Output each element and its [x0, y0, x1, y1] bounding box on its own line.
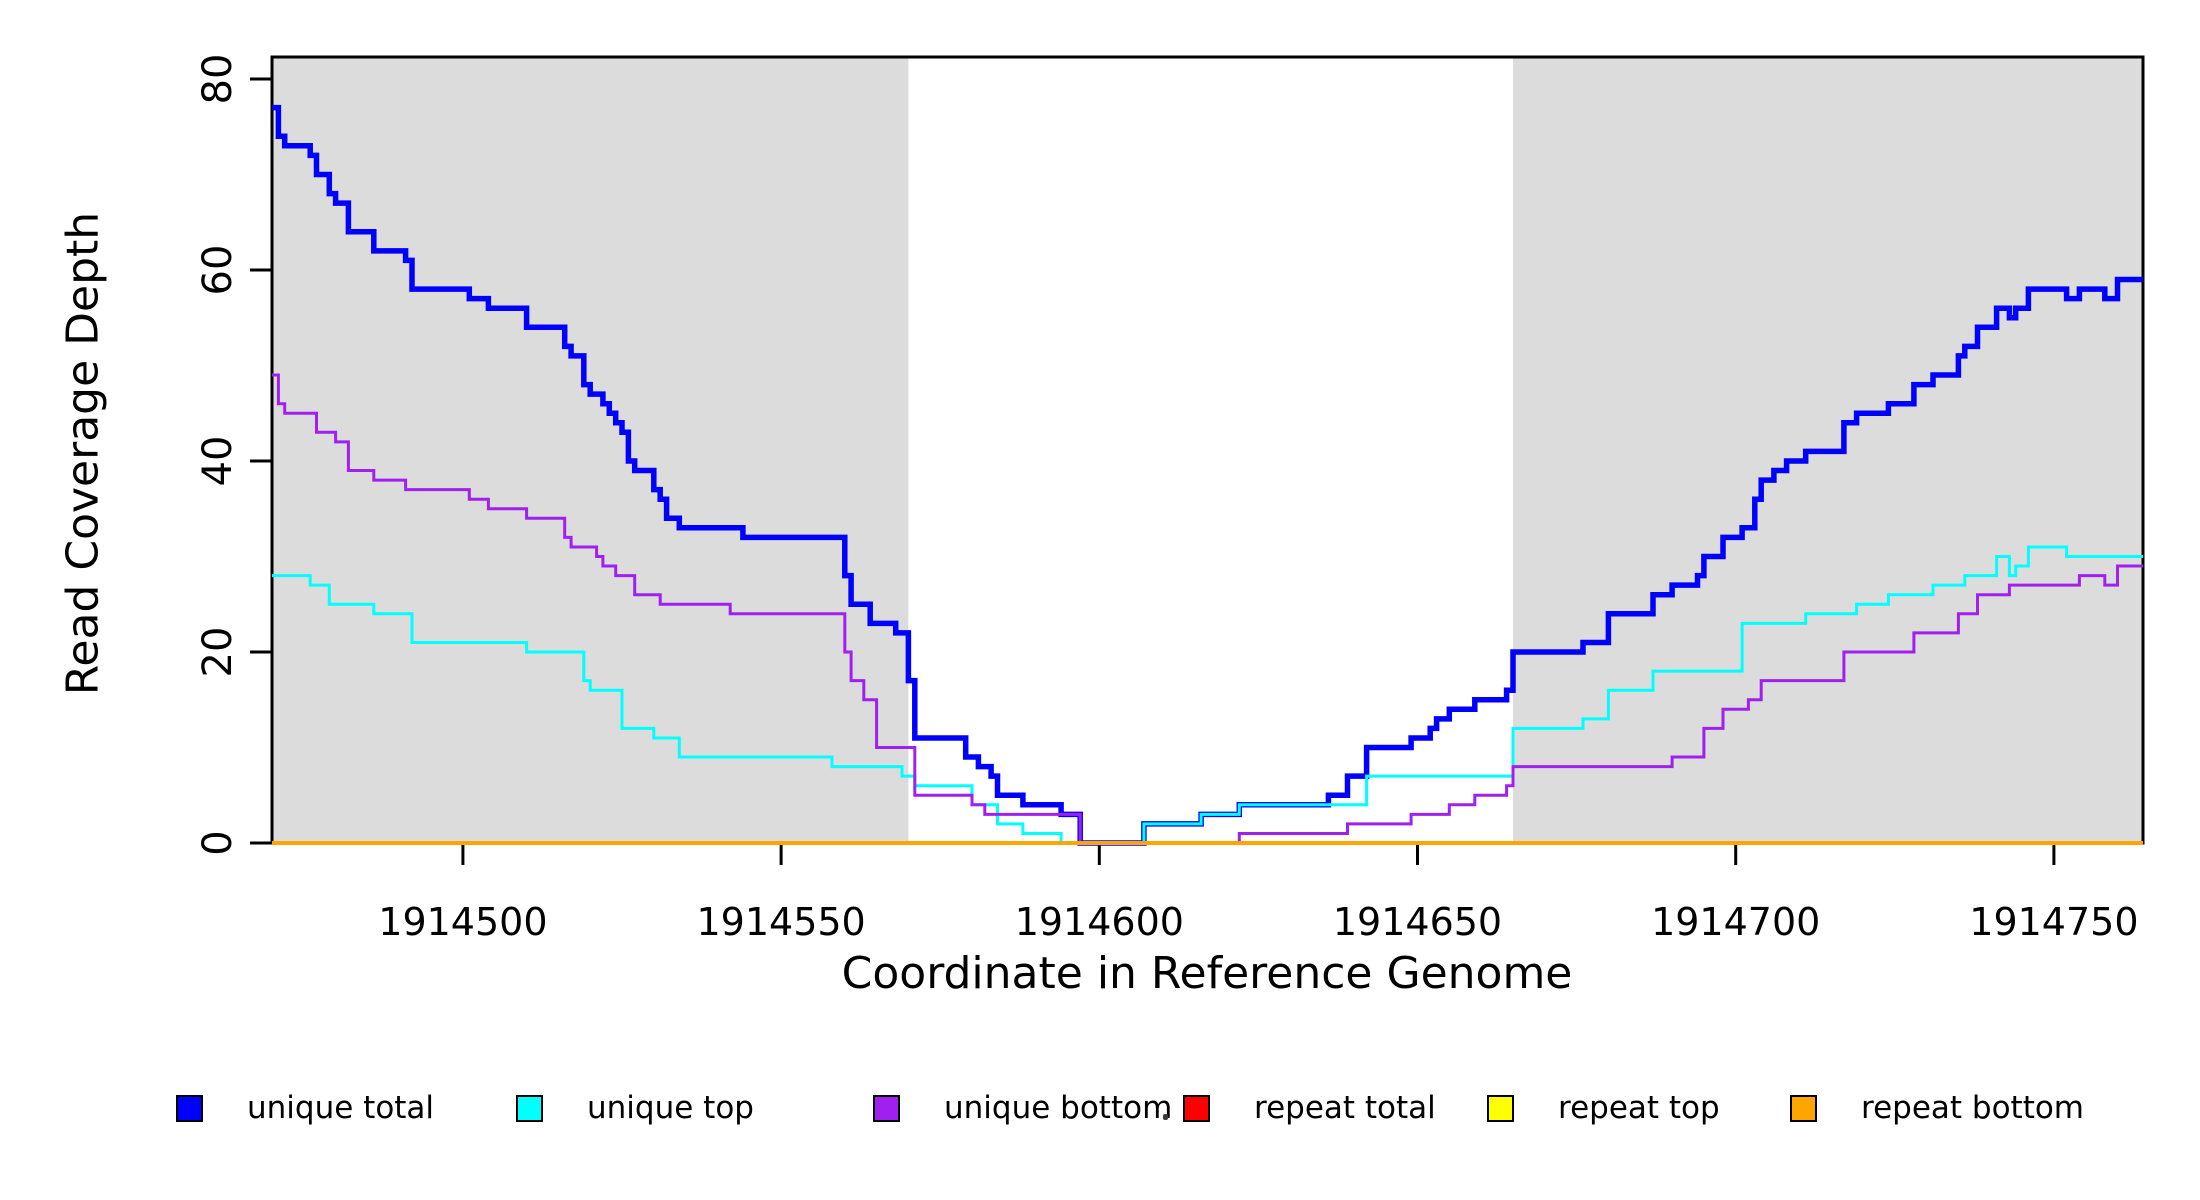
x-tick-label: 1914650	[1333, 900, 1502, 944]
y-tick-label: 20	[195, 627, 241, 678]
x-axis-title: Coordinate in Reference Genome	[841, 948, 1573, 999]
series-line-unique-top	[272, 545, 2143, 845]
x-tick-label: 1914550	[696, 900, 865, 944]
stray-dot-mark	[1163, 1114, 1168, 1120]
x-tick-label: 1914600	[1015, 900, 1184, 944]
shaded-region	[272, 57, 909, 843]
x-tick-label: 1914500	[378, 900, 547, 944]
y-tick-label: 0	[195, 830, 241, 855]
x-tick-label: 1914700	[1651, 900, 1820, 944]
x-tick-label: 1914750	[1969, 900, 2138, 944]
y-tick-label: 80	[195, 54, 241, 105]
y-axis-title: Read Coverage Depth	[57, 211, 109, 696]
series-line-unique-bottom	[272, 373, 2143, 845]
y-tick-label: 60	[195, 245, 241, 296]
y-tick-label: 40	[195, 436, 241, 487]
